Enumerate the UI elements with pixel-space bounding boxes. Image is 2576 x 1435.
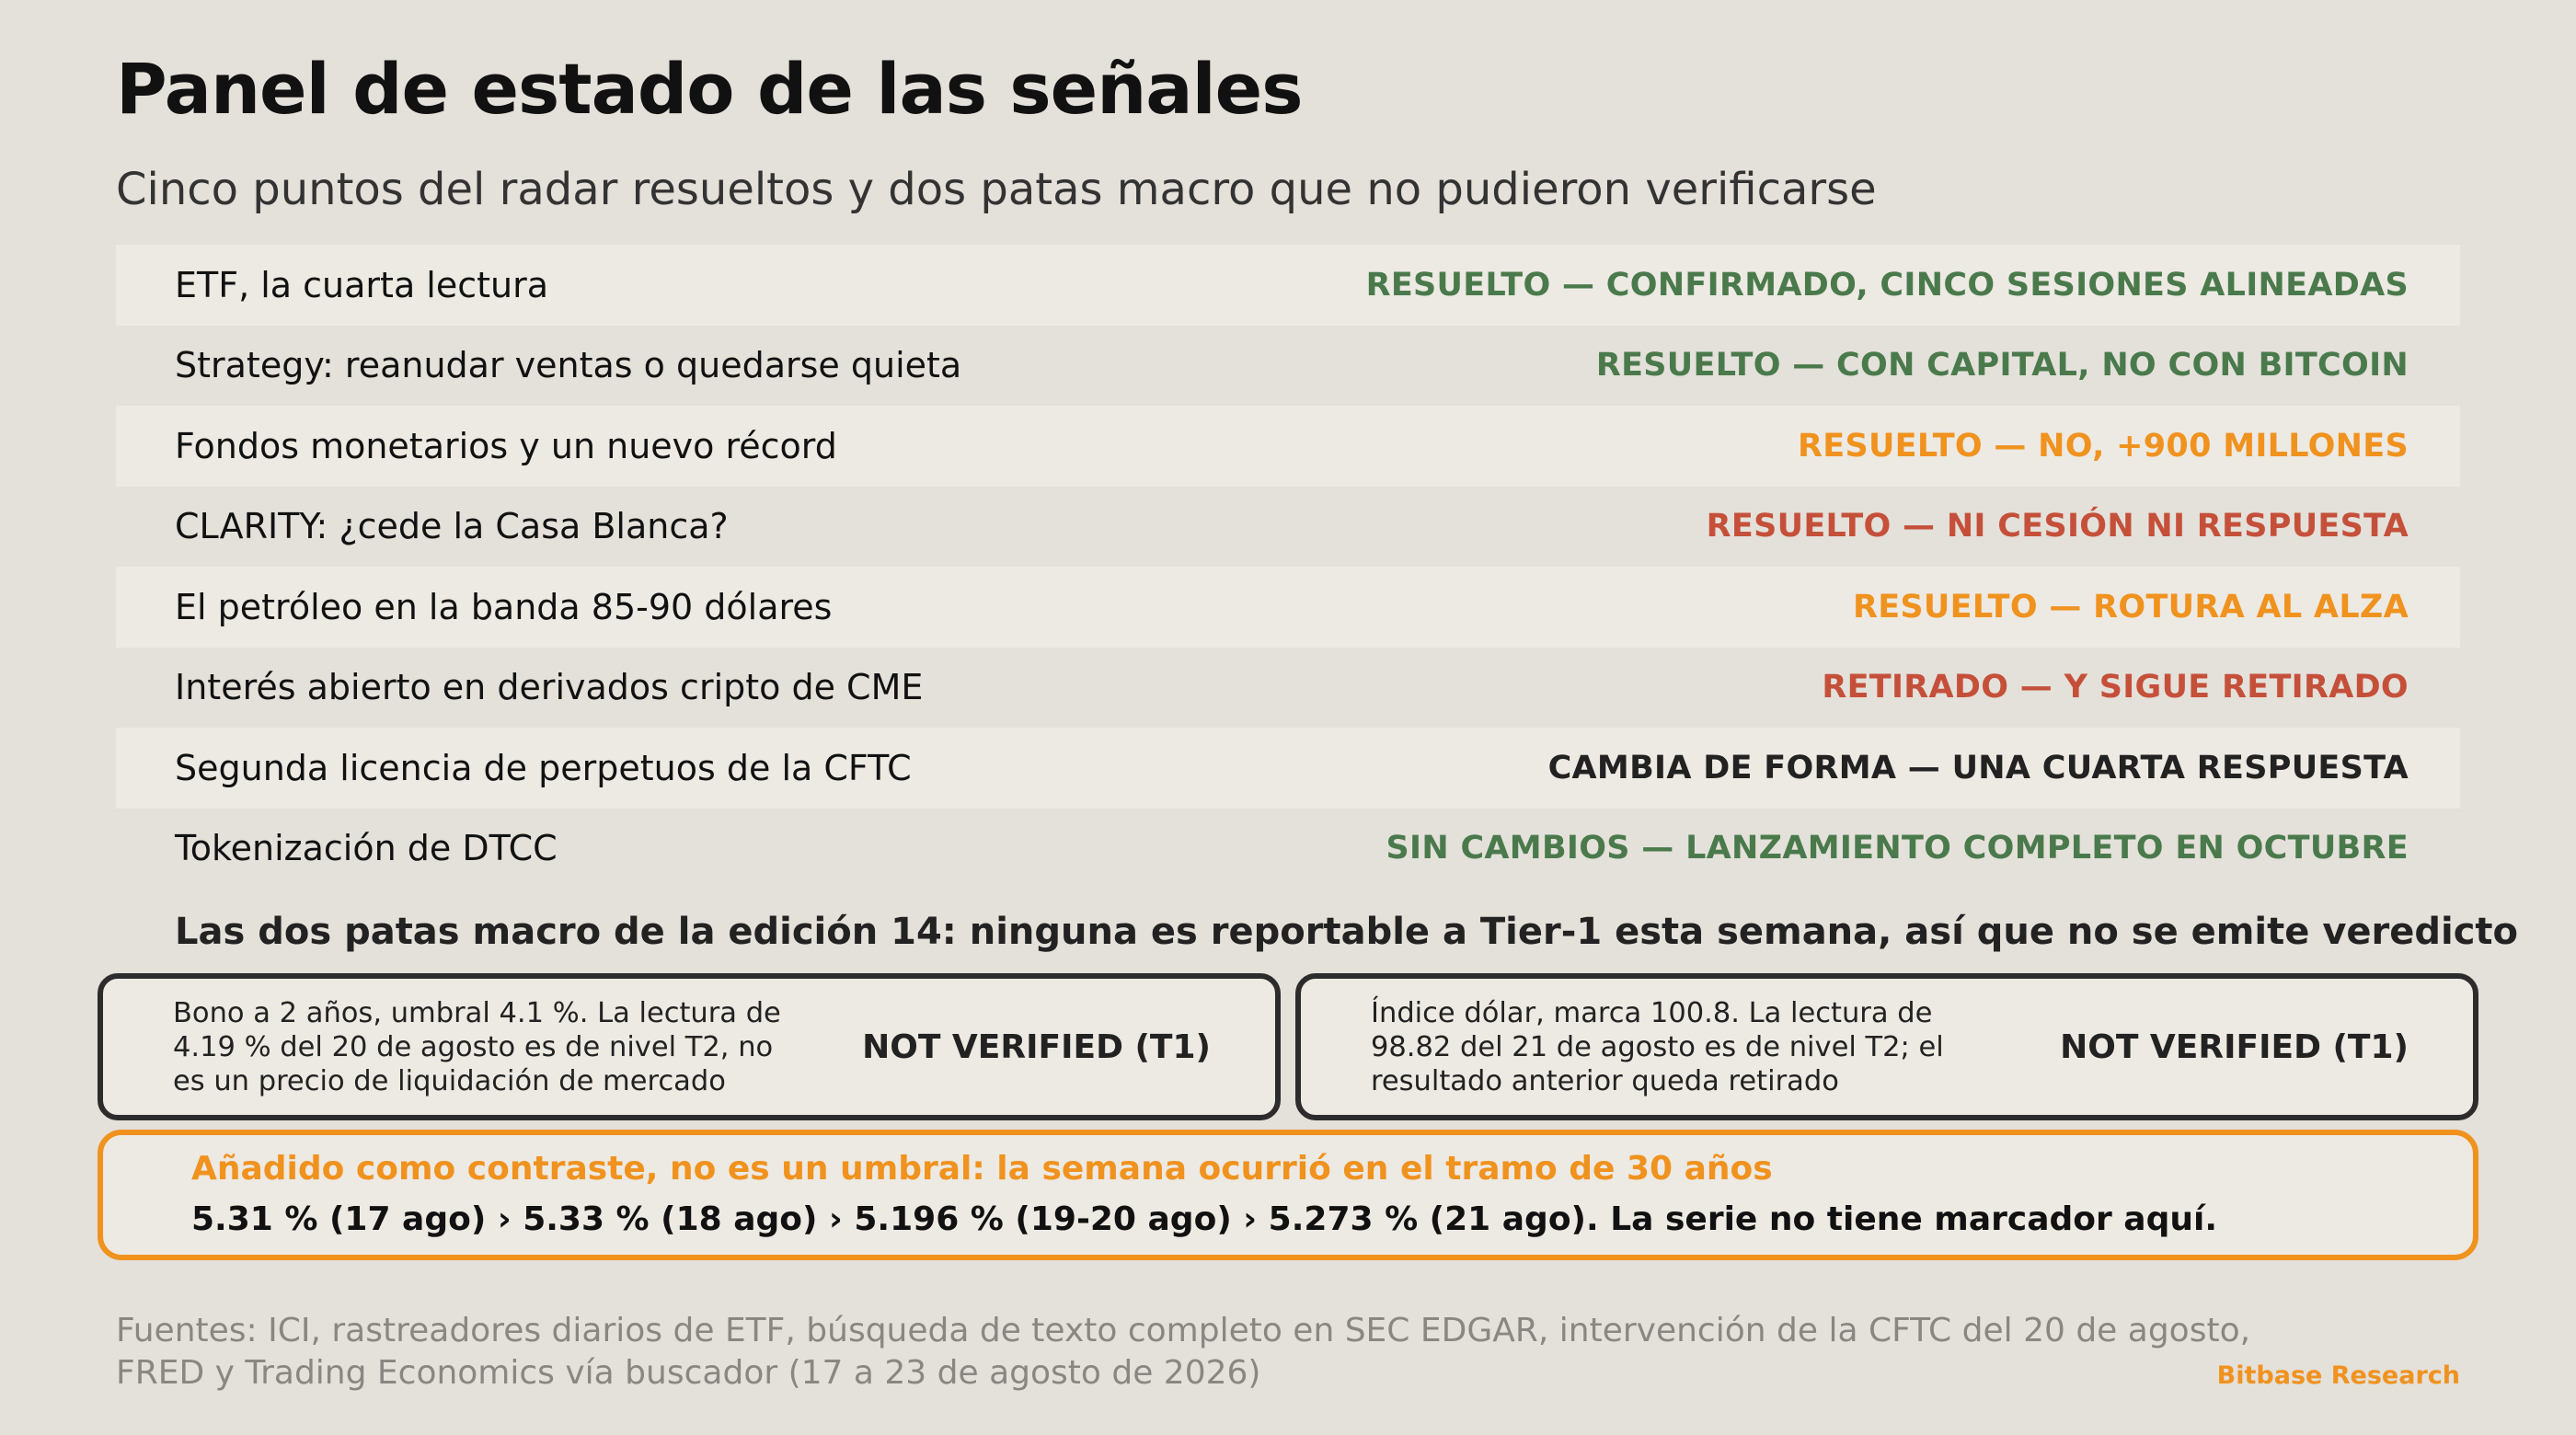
signal-row: Tokenización de DTCC SIN CAMBIOS — LANZA… [116, 809, 2460, 890]
signal-row: Strategy: reanudar ventas o quedarse qui… [116, 326, 2460, 407]
signal-label: Interés abierto en derivados cripto de C… [175, 667, 924, 708]
signal-status: RETIRADO — Y SIGUE RETIRADO [1822, 669, 2409, 706]
signal-status: RESUELTO — NI CESIÓN NI RESPUESTA [1706, 508, 2409, 545]
signal-row: Segunda licencia de perpetuos de la CFTC… [116, 728, 2460, 809]
signal-row: ETF, la cuarta lectura RESUELTO — CONFIR… [116, 245, 2460, 326]
signal-status-table: ETF, la cuarta lectura RESUELTO — CONFIR… [116, 245, 2460, 889]
signal-status: RESUELTO — CONFIRMADO, CINCO SESIONES AL… [1365, 266, 2409, 304]
macro-leg-description: Índice dólar, marca 100.8. La lectura de… [1371, 996, 1944, 1097]
signal-label: CLARITY: ¿cede la Casa Blanca? [175, 506, 729, 547]
macro-leg-card: Índice dólar, marca 100.8. La lectura de… [1295, 973, 2478, 1120]
signal-row: Fondos monetarios y un nuevo récord RESU… [116, 406, 2460, 487]
macro-leg-verdict: NOT VERIFIED (T1) [2060, 1027, 2409, 1066]
macro-heading: Las dos patas macro de la edición 14: ni… [175, 911, 2519, 953]
signal-label: El petróleo en la banda 85-90 dólares [175, 586, 833, 627]
signal-label: Tokenización de DTCC [175, 828, 558, 869]
signal-label: Strategy: reanudar ventas o quedarse qui… [175, 345, 962, 386]
signal-status: CAMBIA DE FORMA — UNA CUARTA RESPUESTA [1547, 749, 2409, 786]
signal-label: Fondos monetarios y un nuevo récord [175, 425, 837, 466]
signal-status: RESUELTO — NO, +900 MILLONES [1797, 427, 2409, 465]
signal-row: CLARITY: ¿cede la Casa Blanca? RESUELTO … [116, 487, 2460, 568]
macro-leg-card: Bono a 2 años, umbral 4.1 %. La lectura … [98, 973, 1281, 1120]
contrast-callout: Añadido como contraste, no es un umbral:… [98, 1130, 2478, 1260]
page-title: Panel de estado de las señales [116, 48, 1303, 130]
sources-note: Fuentes: ICI, rastreadores diarios de ET… [116, 1312, 2251, 1392]
signal-row: El petróleo en la banda 85-90 dólares RE… [116, 567, 2460, 648]
signal-label: ETF, la cuarta lectura [175, 264, 549, 305]
contrast-heading: Añadido como contraste, no es un umbral:… [191, 1150, 1773, 1188]
signal-status: SIN CAMBIOS — LANZAMIENTO COMPLETO EN OC… [1386, 830, 2409, 867]
contrast-body: 5.31 % (17 ago) › 5.33 % (18 ago) › 5.19… [191, 1200, 2217, 1238]
brand-logo-text: Bitbase Research [2216, 1361, 2460, 1390]
macro-leg-verdict: NOT VERIFIED (T1) [862, 1027, 1211, 1066]
macro-leg-description: Bono a 2 años, umbral 4.1 %. La lectura … [173, 996, 781, 1097]
signal-row: Interés abierto en derivados cripto de C… [116, 648, 2460, 729]
signal-label: Segunda licencia de perpetuos de la CFTC [175, 747, 912, 788]
signal-status: RESUELTO — CON CAPITAL, NO CON BITCOIN [1595, 347, 2409, 385]
page-subtitle: Cinco puntos del radar resueltos y dos p… [116, 164, 1877, 215]
signal-status: RESUELTO — ROTURA AL ALZA [1852, 588, 2409, 626]
